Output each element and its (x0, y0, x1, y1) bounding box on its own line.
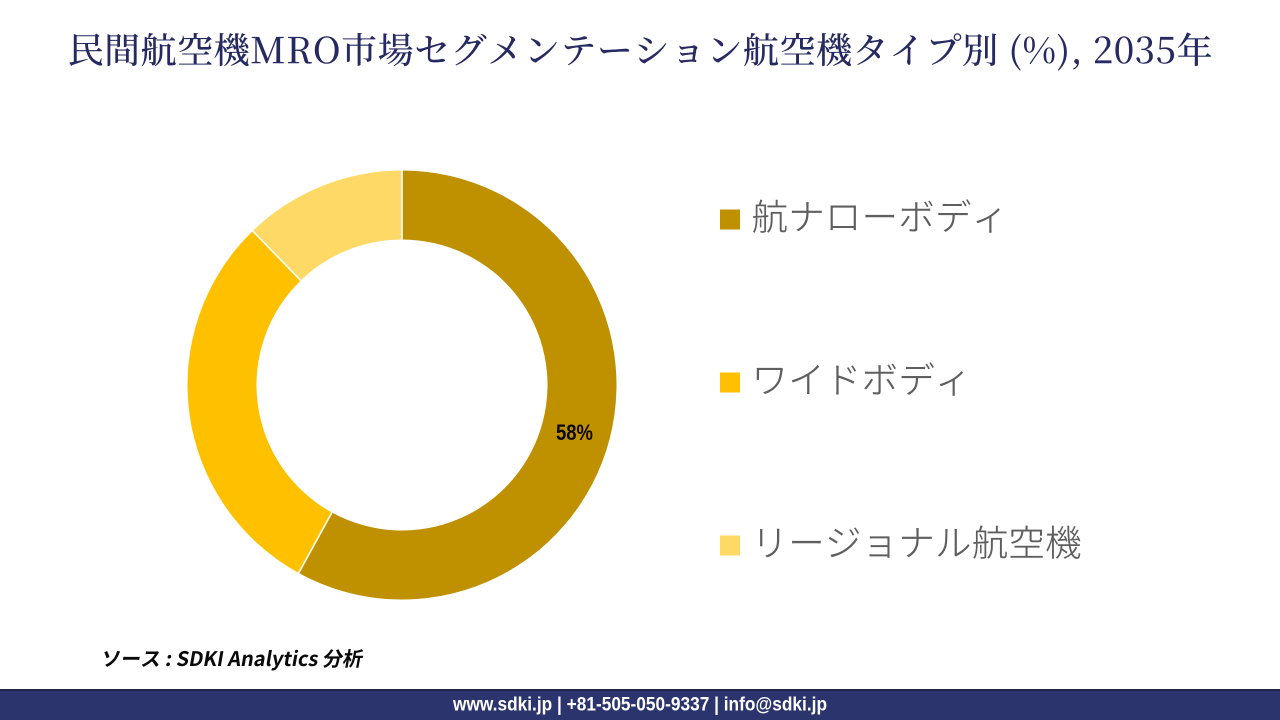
svg-text:58%: 58% (556, 420, 593, 445)
svg-text:www.sdki.jp | +81-505-050-9337: www.sdki.jp | +81-505-050-9337 | info@sd… (452, 695, 827, 716)
